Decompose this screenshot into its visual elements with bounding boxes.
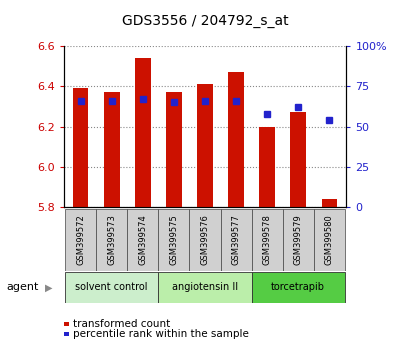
Text: angiotensin II: angiotensin II xyxy=(171,282,238,292)
Text: agent: agent xyxy=(6,282,38,292)
Text: transformed count: transformed count xyxy=(73,319,170,329)
Text: GSM399574: GSM399574 xyxy=(138,215,147,265)
Bar xyxy=(104,92,119,207)
Text: GSM399575: GSM399575 xyxy=(169,215,178,265)
Bar xyxy=(313,209,344,271)
Bar xyxy=(73,88,88,207)
Bar xyxy=(96,209,127,271)
Bar xyxy=(158,209,189,271)
Text: ▶: ▶ xyxy=(45,282,52,292)
Bar xyxy=(251,209,282,271)
Text: GSM399572: GSM399572 xyxy=(76,215,85,265)
Text: GSM399578: GSM399578 xyxy=(262,215,271,265)
Text: GSM399576: GSM399576 xyxy=(200,215,209,265)
Bar xyxy=(65,272,158,303)
Bar xyxy=(228,72,243,207)
Bar xyxy=(197,84,212,207)
Bar xyxy=(135,58,150,207)
Bar xyxy=(127,209,158,271)
Text: GSM399573: GSM399573 xyxy=(107,215,116,265)
Text: percentile rank within the sample: percentile rank within the sample xyxy=(73,329,248,339)
Bar xyxy=(220,209,251,271)
Text: GSM399577: GSM399577 xyxy=(231,215,240,265)
Text: GSM399580: GSM399580 xyxy=(324,215,333,265)
Text: GDS3556 / 204792_s_at: GDS3556 / 204792_s_at xyxy=(121,14,288,28)
Bar xyxy=(189,209,220,271)
Text: solvent control: solvent control xyxy=(75,282,148,292)
Text: torcetrapib: torcetrapib xyxy=(271,282,324,292)
Text: GSM399579: GSM399579 xyxy=(293,215,302,265)
Bar xyxy=(65,209,96,271)
Bar xyxy=(158,272,251,303)
Bar xyxy=(321,199,336,207)
Bar xyxy=(290,113,305,207)
Bar xyxy=(282,209,313,271)
Bar xyxy=(166,92,181,207)
Bar xyxy=(251,272,344,303)
Bar xyxy=(259,126,274,207)
